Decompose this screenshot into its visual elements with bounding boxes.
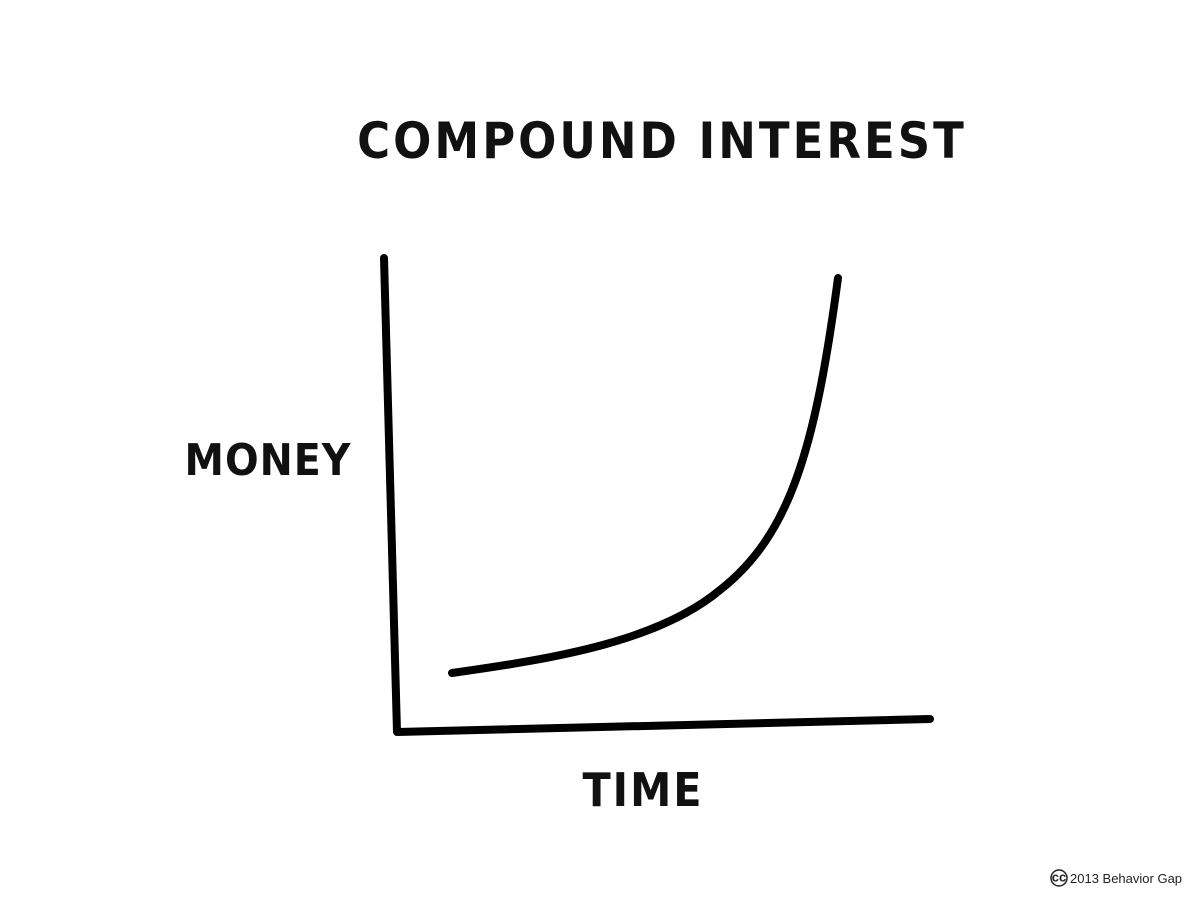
cc-icon-text: cc — [1052, 870, 1066, 885]
credit-text: 2013 Behavior Gap — [1070, 871, 1182, 886]
x-axis-label: TIME — [582, 763, 703, 817]
axes — [380, 254, 934, 736]
y-axis-label: MONEY — [185, 435, 352, 486]
title: COMPOUND INTEREST — [357, 112, 967, 170]
growth-curve — [448, 274, 842, 677]
cc-icon — [1050, 869, 1068, 887]
